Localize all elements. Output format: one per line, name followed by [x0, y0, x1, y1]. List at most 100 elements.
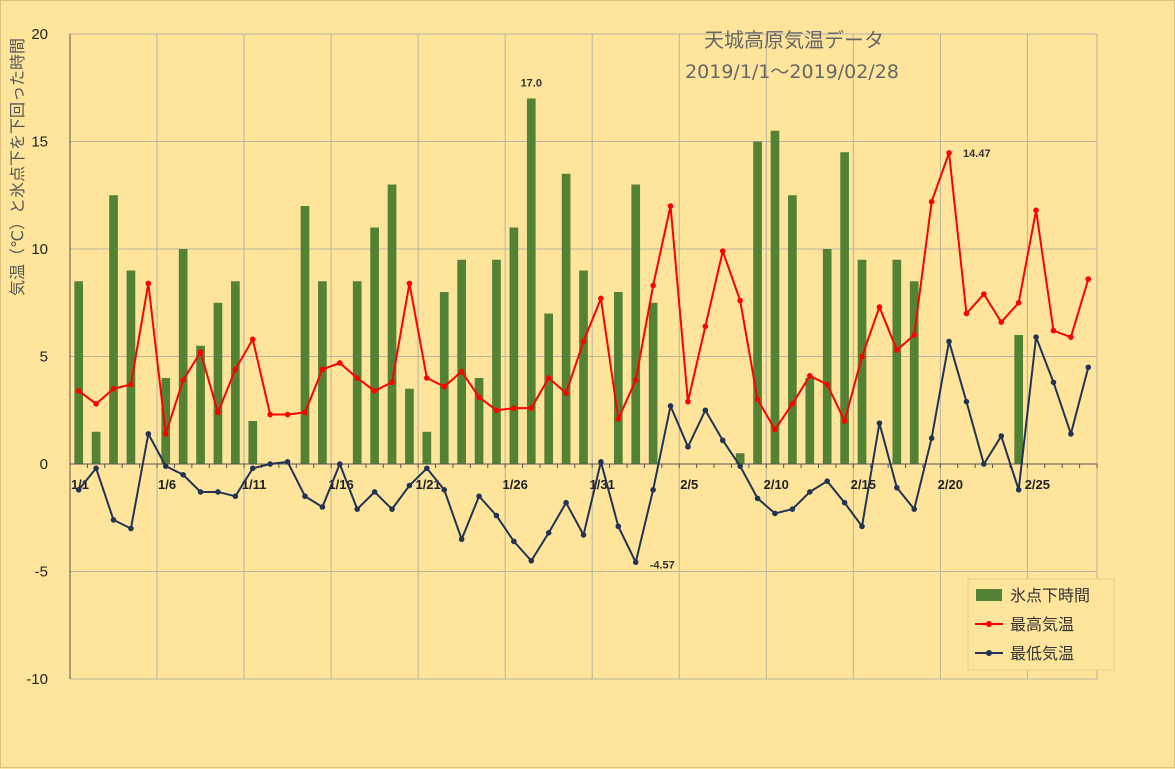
point-max-temp	[319, 366, 326, 373]
point-min-temp	[998, 433, 1005, 439]
point-min-temp	[841, 499, 848, 506]
point-min-temp	[719, 437, 726, 444]
data-labels: 17.0 14.47 -4.57	[521, 78, 991, 572]
point-min-temp	[685, 444, 691, 450]
point-max-temp	[667, 203, 674, 209]
point-max-temp	[458, 368, 465, 375]
point-min-temp	[754, 495, 761, 502]
point-min-temp	[650, 487, 656, 493]
point-min-temp	[128, 525, 134, 532]
point-min-temp	[424, 465, 430, 472]
point-max-temp	[859, 353, 865, 360]
point-max-temp	[511, 405, 517, 411]
point-max-temp	[998, 319, 1005, 325]
x-tick-label: 1/1	[71, 477, 89, 492]
bar	[74, 281, 84, 464]
point-min-temp	[963, 398, 970, 405]
bar	[300, 206, 310, 464]
legend-swatch-marker	[986, 621, 992, 627]
point-min-temp	[632, 559, 639, 566]
legend-label: 最高気温	[1010, 615, 1074, 634]
bar	[788, 195, 797, 464]
point-min-temp	[441, 487, 448, 493]
y-axis-label: 気温（℃）と氷点下を下回った時間	[8, 38, 27, 296]
point-min-temp	[232, 493, 239, 500]
point-max-temp	[928, 198, 935, 205]
point-max-temp	[337, 360, 343, 366]
x-tick-label: 2/25	[1025, 477, 1050, 492]
chart-title: 天城高原気温データ	[704, 28, 884, 52]
point-max-temp	[128, 381, 134, 388]
bar	[387, 184, 397, 464]
x-tick-label: 1/16	[328, 477, 353, 492]
bar	[579, 270, 588, 464]
point-max-temp	[476, 394, 482, 401]
x-tick-label: 1/21	[415, 477, 440, 492]
bar	[857, 259, 867, 464]
bar	[231, 281, 240, 464]
point-max-temp	[772, 426, 778, 433]
y-tick-label: 5	[40, 349, 48, 366]
point-min-temp	[1015, 487, 1022, 493]
point-max-temp	[493, 407, 500, 414]
point-min-temp	[249, 465, 256, 472]
point-min-temp	[946, 338, 952, 345]
y-tick-label: 15	[31, 134, 48, 151]
point-max-temp	[685, 398, 691, 405]
bar	[126, 270, 136, 464]
bar	[161, 378, 171, 464]
y-tick-label: 0	[40, 456, 48, 473]
point-max-temp	[110, 385, 117, 392]
point-min-temp	[406, 482, 413, 489]
legend-swatch-bar	[976, 589, 1002, 601]
point-min-temp	[284, 459, 291, 465]
point-max-temp	[441, 383, 448, 390]
bar	[805, 378, 815, 464]
point-max-temp	[789, 401, 796, 407]
y-tick-label: 20	[31, 26, 48, 43]
x-tick-label: 2/5	[680, 477, 698, 492]
point-min-temp	[615, 523, 622, 530]
point-min-temp	[75, 487, 82, 493]
point-min-temp	[563, 499, 569, 506]
point-min-temp	[197, 489, 204, 495]
point-max-temp	[981, 291, 987, 297]
bar	[213, 302, 223, 464]
point-min-temp	[145, 431, 152, 437]
point-max-temp	[75, 388, 82, 394]
legend-label: 氷点下時間	[1010, 586, 1090, 605]
point-min-temp	[824, 478, 830, 485]
point-min-temp	[667, 403, 674, 409]
bar	[248, 421, 258, 464]
point-max-temp	[876, 304, 883, 310]
point-min-temp	[876, 420, 883, 426]
point-min-temp	[319, 504, 326, 510]
bar	[892, 259, 902, 464]
point-max-temp	[894, 347, 900, 353]
point-max-temp	[615, 416, 622, 422]
point-max-temp	[249, 336, 256, 343]
data-label: 14.47	[963, 148, 991, 160]
point-min-temp	[180, 471, 186, 478]
bar	[474, 378, 484, 464]
point-min-temp	[93, 465, 99, 472]
point-min-temp	[859, 523, 865, 530]
point-max-temp	[197, 349, 204, 356]
line-series	[75, 150, 1092, 566]
point-min-temp	[545, 530, 552, 536]
point-max-temp	[702, 323, 709, 330]
data-label: 17.0	[521, 78, 542, 90]
point-max-temp	[946, 150, 952, 156]
point-min-temp	[267, 461, 273, 467]
point-min-temp	[493, 512, 500, 519]
data-label: -4.57	[650, 559, 675, 571]
bar	[422, 431, 432, 464]
point-max-temp	[911, 332, 918, 338]
point-min-temp	[1050, 379, 1057, 386]
point-max-temp	[284, 411, 291, 418]
bar	[822, 249, 832, 464]
x-tick-label: 1/26	[503, 477, 528, 492]
point-min-temp	[981, 461, 987, 467]
